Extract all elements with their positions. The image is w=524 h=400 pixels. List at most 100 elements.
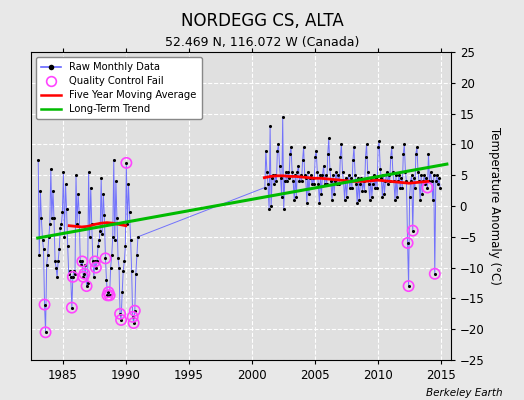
Point [113, 215, 121, 222]
Point [301, 175, 310, 182]
Point [48, 215, 56, 222]
Point [378, 194, 387, 200]
Point [388, 144, 396, 151]
Point [112, 178, 120, 184]
Point [78, 258, 86, 265]
Point [385, 172, 393, 178]
Legend: Raw Monthly Data, Quality Control Fail, Five Year Moving Average, Long-Term Tren: Raw Monthly Data, Quality Control Fail, … [37, 57, 202, 119]
Point [287, 144, 295, 151]
Point [273, 147, 281, 154]
Point [129, 320, 138, 326]
Point [83, 280, 92, 286]
Point [95, 237, 103, 243]
Point [289, 178, 297, 184]
Point [416, 197, 424, 203]
Point [403, 240, 412, 246]
Point [355, 197, 364, 203]
Point [377, 175, 386, 182]
Point [298, 156, 307, 163]
Point [394, 178, 402, 184]
Point [126, 237, 135, 243]
Point [431, 270, 439, 277]
Point [397, 175, 406, 182]
Point [329, 172, 337, 178]
Point [45, 234, 53, 240]
Point [412, 150, 420, 157]
Point [297, 172, 305, 178]
Point [323, 181, 331, 188]
Point [51, 258, 59, 265]
Point [92, 264, 100, 271]
Point [305, 175, 314, 182]
Point [359, 178, 368, 184]
Point [59, 169, 68, 175]
Point [384, 181, 392, 188]
Point [395, 172, 403, 178]
Point [301, 172, 309, 178]
Point [54, 258, 62, 265]
Y-axis label: Temperature Anomaly (°C): Temperature Anomaly (°C) [488, 127, 501, 285]
Point [401, 169, 410, 175]
Point [371, 184, 379, 191]
Point [85, 234, 94, 240]
Point [268, 175, 276, 182]
Point [74, 190, 82, 197]
Point [286, 150, 294, 157]
Point [396, 184, 405, 191]
Point [428, 178, 436, 184]
Point [80, 270, 89, 277]
Point [111, 237, 119, 243]
Point [424, 150, 433, 157]
Point [434, 181, 442, 188]
Point [76, 258, 84, 265]
Point [387, 154, 395, 160]
Point [285, 175, 293, 182]
Point [343, 178, 352, 184]
Point [122, 160, 130, 166]
Point [294, 163, 303, 169]
Point [336, 154, 345, 160]
Point [62, 206, 71, 212]
Point [47, 166, 55, 172]
Point [392, 172, 400, 178]
Point [316, 172, 325, 178]
Point [376, 166, 385, 172]
Point [35, 252, 43, 258]
Point [67, 274, 75, 280]
Point [89, 258, 97, 265]
Point [435, 175, 443, 182]
Point [77, 261, 85, 268]
Point [408, 172, 416, 178]
Point [41, 329, 50, 336]
Point [276, 175, 285, 182]
Point [274, 141, 282, 148]
Point [88, 221, 96, 228]
Point [114, 255, 122, 262]
Point [345, 172, 353, 178]
Point [68, 304, 76, 311]
Point [270, 181, 278, 188]
Point [100, 212, 108, 218]
Point [418, 190, 427, 197]
Point [321, 181, 329, 188]
Point [304, 190, 313, 197]
Point [260, 184, 269, 191]
Point [68, 304, 76, 311]
Point [46, 221, 54, 228]
Point [92, 264, 100, 271]
Point [391, 197, 399, 203]
Point [422, 175, 431, 182]
Point [103, 292, 112, 298]
Point [75, 209, 83, 215]
Point [130, 308, 139, 314]
Point [423, 184, 432, 191]
Point [50, 215, 58, 222]
Point [383, 169, 391, 175]
Point [121, 243, 129, 249]
Point [330, 190, 339, 197]
Point [356, 181, 365, 188]
Point [36, 187, 45, 194]
Point [124, 181, 133, 188]
Point [322, 172, 330, 178]
Point [400, 141, 409, 148]
